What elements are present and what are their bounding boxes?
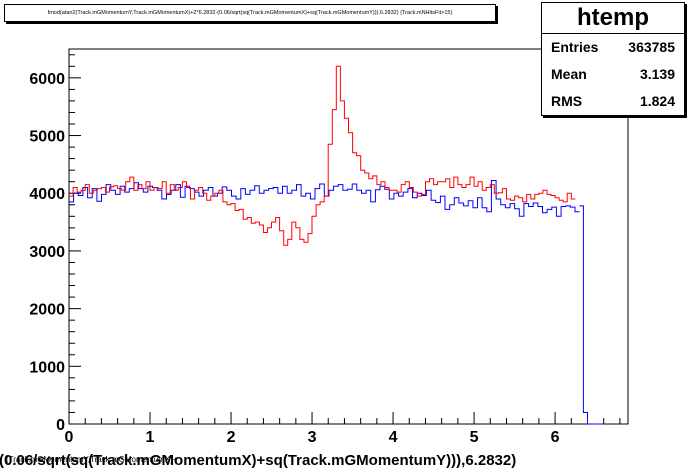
- stats-value: 3.139: [639, 66, 675, 82]
- stats-box: htemp Entries 363785 Mean 3.139 RMS 1.82…: [541, 2, 685, 116]
- y-tick-label: 5000: [29, 129, 65, 146]
- y-tick-label: 3000: [29, 244, 65, 261]
- stats-value: 363785: [628, 39, 675, 55]
- stats-value: 1.824: [639, 93, 675, 109]
- x-tick-label: 0: [65, 429, 74, 446]
- histogram-series-red: [69, 65, 576, 246]
- y-tick-label: 0: [56, 417, 65, 434]
- stats-name: htemp: [542, 3, 684, 34]
- stats-row-entries: Entries 363785: [542, 34, 684, 61]
- stats-label: Entries: [551, 39, 599, 55]
- stats-label: Mean: [551, 66, 587, 82]
- x-tick-label: 4: [389, 429, 398, 446]
- stats-row-mean: Mean 3.139: [542, 61, 684, 88]
- x-tick-label: 1: [146, 429, 155, 446]
- x-tick-label: 5: [470, 429, 479, 446]
- stats-label: RMS: [551, 93, 583, 109]
- plot-title-text: fmod(atan2(Track.mGMomentumY,Track.mGMom…: [47, 10, 453, 16]
- stats-row-rms: RMS 1.824: [542, 88, 684, 115]
- x-tick-label: 6: [551, 429, 560, 446]
- x-axis-label: -(0.06/sqrt(sq(Track.mGMomentumX)+sq(Tra…: [0, 452, 517, 469]
- overlap-label: (Track.mGMomentumY,Track.mGMomentumX)+: [6, 455, 178, 464]
- plot-title: fmod(atan2(Track.mGMomentumY,Track.mGMom…: [4, 4, 496, 22]
- y-tick-label: 1000: [29, 359, 65, 376]
- histogram-series-blue-tail: [579, 205, 604, 425]
- y-tick-label: 6000: [29, 71, 65, 88]
- y-tick-label: 4000: [29, 186, 65, 203]
- x-tick-label: 3: [308, 429, 317, 446]
- plot-frame: [68, 48, 629, 425]
- x-tick-label: 2: [227, 429, 236, 446]
- y-tick-label: 2000: [29, 302, 65, 319]
